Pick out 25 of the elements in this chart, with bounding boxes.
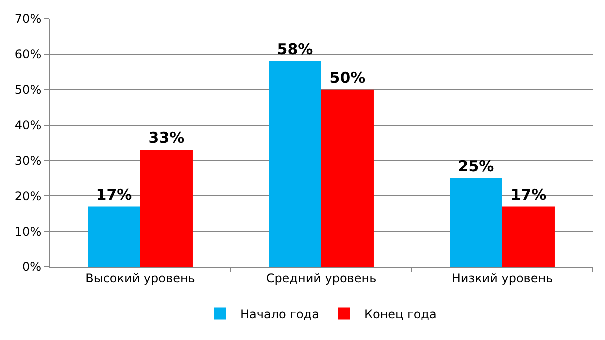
bar (269, 62, 322, 267)
bar (140, 150, 193, 267)
legend-label: Начало года (240, 307, 320, 322)
data-label: 17% (510, 186, 547, 204)
y-tick-label: 30% (14, 154, 42, 168)
data-label: 17% (96, 186, 132, 204)
y-tick-label: 60% (14, 48, 42, 62)
bar (322, 90, 374, 267)
data-label: 33% (148, 129, 185, 148)
data-label: 25% (458, 157, 494, 176)
data-label: 50% (330, 68, 366, 87)
x-tick-label: Высокий уровень (86, 271, 196, 286)
bar (450, 178, 502, 267)
y-tick-label: 50% (14, 83, 42, 98)
legend-label: Конец года (364, 307, 437, 322)
y-tick-label: 40% (14, 118, 42, 132)
data-label: 58% (277, 40, 314, 59)
y-tick-label: 20% (14, 189, 42, 204)
x-tick-label: Низкий уровень (452, 271, 554, 286)
bar (88, 206, 140, 267)
y-tick-label: 70% (14, 12, 42, 26)
y-tick-label: 10% (14, 224, 42, 239)
x-tick-label: Средний уровень (266, 271, 377, 286)
y-tick-label: 0% (22, 260, 42, 274)
bar (502, 206, 555, 267)
